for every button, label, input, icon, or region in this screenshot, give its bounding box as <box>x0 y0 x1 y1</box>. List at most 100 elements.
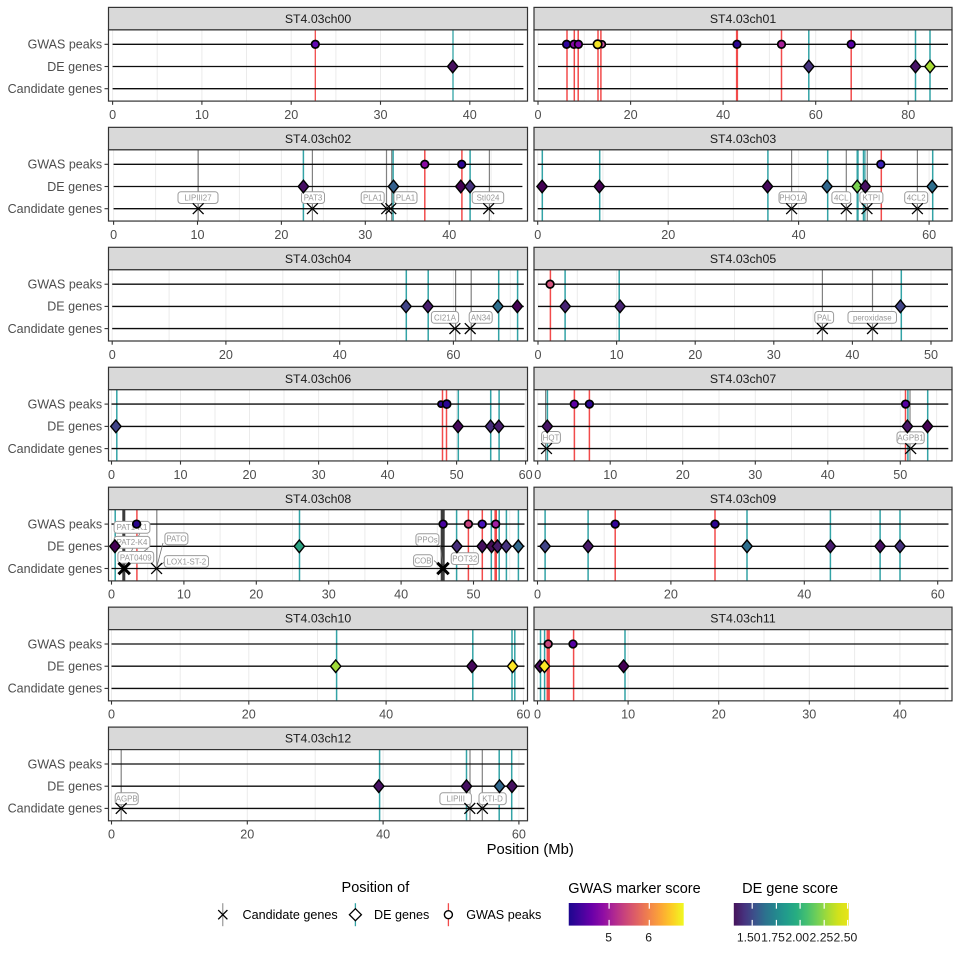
svg-text:20: 20 <box>664 588 678 602</box>
svg-text:2.50: 2.50 <box>834 931 858 945</box>
svg-text:DE genes: DE genes <box>47 300 102 314</box>
svg-text:5: 5 <box>605 931 612 945</box>
svg-text:30: 30 <box>767 348 781 362</box>
svg-text:4CL: 4CL <box>834 194 849 203</box>
svg-text:20: 20 <box>688 348 702 362</box>
svg-text:ST4.03ch06: ST4.03ch06 <box>285 372 351 386</box>
svg-text:DE genes: DE genes <box>47 660 102 674</box>
svg-text:KTPI: KTPI <box>863 194 881 203</box>
svg-text:DE genes: DE genes <box>47 420 102 434</box>
svg-text:0: 0 <box>109 108 116 122</box>
svg-text:Candidate genes: Candidate genes <box>8 82 103 96</box>
svg-text:1.75: 1.75 <box>761 931 785 945</box>
svg-text:Candidate genes: Candidate genes <box>8 202 103 216</box>
svg-text:LIPIII27: LIPIII27 <box>184 194 211 203</box>
svg-text:LIPIII: LIPIII <box>446 795 464 804</box>
svg-text:PAT3: PAT3 <box>304 194 323 203</box>
svg-text:20: 20 <box>712 708 726 722</box>
svg-text:40: 40 <box>381 468 395 482</box>
svg-text:LOX1-ST-2: LOX1-ST-2 <box>167 557 206 566</box>
svg-text:DE genes: DE genes <box>47 540 102 554</box>
svg-text:20: 20 <box>219 348 233 362</box>
svg-text:60: 60 <box>519 468 533 482</box>
svg-text:PHO1A: PHO1A <box>779 194 806 203</box>
svg-text:StI024: StI024 <box>477 194 500 203</box>
svg-text:2.25: 2.25 <box>810 931 834 945</box>
svg-text:GWAS peaks: GWAS peaks <box>28 517 103 531</box>
svg-text:40: 40 <box>716 108 730 122</box>
svg-text:0: 0 <box>534 228 541 242</box>
svg-text:50: 50 <box>893 468 907 482</box>
svg-text:30: 30 <box>322 588 336 602</box>
svg-text:0: 0 <box>534 348 541 362</box>
svg-text:40: 40 <box>376 828 390 842</box>
svg-text:Position (Mb): Position (Mb) <box>487 842 574 858</box>
svg-text:AGPB: AGPB <box>116 795 138 804</box>
svg-text:10: 10 <box>195 108 209 122</box>
svg-text:Candidate genes: Candidate genes <box>8 802 103 816</box>
svg-text:40: 40 <box>845 348 859 362</box>
svg-text:ST4.03ch09: ST4.03ch09 <box>710 492 776 506</box>
svg-text:30: 30 <box>358 228 372 242</box>
svg-text:0: 0 <box>108 588 115 602</box>
svg-text:0: 0 <box>108 468 115 482</box>
svg-text:DE gene score: DE gene score <box>742 881 838 897</box>
svg-text:ST4.03ch07: ST4.03ch07 <box>710 372 776 386</box>
svg-text:10: 10 <box>177 588 191 602</box>
svg-text:0: 0 <box>109 348 116 362</box>
svg-text:ST4.03ch05: ST4.03ch05 <box>710 252 776 266</box>
svg-text:GWAS peaks: GWAS peaks <box>28 38 103 52</box>
svg-text:50: 50 <box>466 588 480 602</box>
svg-text:60: 60 <box>516 708 530 722</box>
svg-text:ST4.03ch04: ST4.03ch04 <box>285 252 351 266</box>
svg-text:60: 60 <box>512 828 526 842</box>
svg-text:6: 6 <box>645 931 652 945</box>
svg-text:2.00: 2.00 <box>785 931 809 945</box>
svg-text:GWAS peaks: GWAS peaks <box>28 757 103 771</box>
svg-text:Candidate genes: Candidate genes <box>8 562 103 576</box>
svg-text:ST4.03ch01: ST4.03ch01 <box>710 12 776 26</box>
svg-text:80: 80 <box>901 108 915 122</box>
svg-text:AGPB1: AGPB1 <box>897 434 923 443</box>
svg-text:50: 50 <box>450 468 464 482</box>
svg-text:40: 40 <box>379 708 393 722</box>
svg-text:COB: COB <box>414 557 431 566</box>
svg-text:30: 30 <box>312 468 326 482</box>
svg-text:ST4.03ch12: ST4.03ch12 <box>285 732 351 746</box>
svg-text:0: 0 <box>534 708 541 722</box>
svg-text:GWAS peaks: GWAS peaks <box>28 397 103 411</box>
svg-text:0: 0 <box>108 828 115 842</box>
svg-text:40: 40 <box>463 108 477 122</box>
svg-text:60: 60 <box>931 588 945 602</box>
svg-text:20: 20 <box>242 708 256 722</box>
svg-text:60: 60 <box>809 108 823 122</box>
svg-text:Candidate genes: Candidate genes <box>8 322 103 336</box>
svg-text:40: 40 <box>792 228 806 242</box>
svg-text:10: 10 <box>621 708 635 722</box>
svg-text:peroxidase: peroxidase <box>853 313 892 322</box>
svg-text:60: 60 <box>922 228 936 242</box>
svg-text:40: 40 <box>442 228 456 242</box>
svg-text:ST4.03ch00: ST4.03ch00 <box>285 12 351 26</box>
svg-text:20: 20 <box>284 108 298 122</box>
svg-text:GWAS marker score: GWAS marker score <box>568 881 700 897</box>
svg-text:20: 20 <box>676 468 690 482</box>
svg-text:ST4.03ch08: ST4.03ch08 <box>285 492 351 506</box>
svg-text:PATO: PATO <box>166 535 186 544</box>
svg-text:POT32: POT32 <box>452 555 477 564</box>
svg-text:Candidate genes: Candidate genes <box>243 908 338 922</box>
svg-text:PLA1: PLA1 <box>363 194 382 203</box>
svg-text:10: 10 <box>190 228 204 242</box>
svg-text:20: 20 <box>242 468 256 482</box>
svg-text:10: 10 <box>173 468 187 482</box>
svg-text:0: 0 <box>110 228 117 242</box>
svg-text:50: 50 <box>924 348 938 362</box>
svg-text:40: 40 <box>797 588 811 602</box>
svg-text:KTI-D: KTI-D <box>482 795 503 804</box>
svg-text:40: 40 <box>893 708 907 722</box>
svg-text:ST4.03ch02: ST4.03ch02 <box>285 132 351 146</box>
svg-text:20: 20 <box>661 228 675 242</box>
svg-text:GWAS peaks: GWAS peaks <box>28 158 103 172</box>
svg-text:10: 10 <box>610 348 624 362</box>
svg-text:HQT: HQT <box>543 433 560 442</box>
